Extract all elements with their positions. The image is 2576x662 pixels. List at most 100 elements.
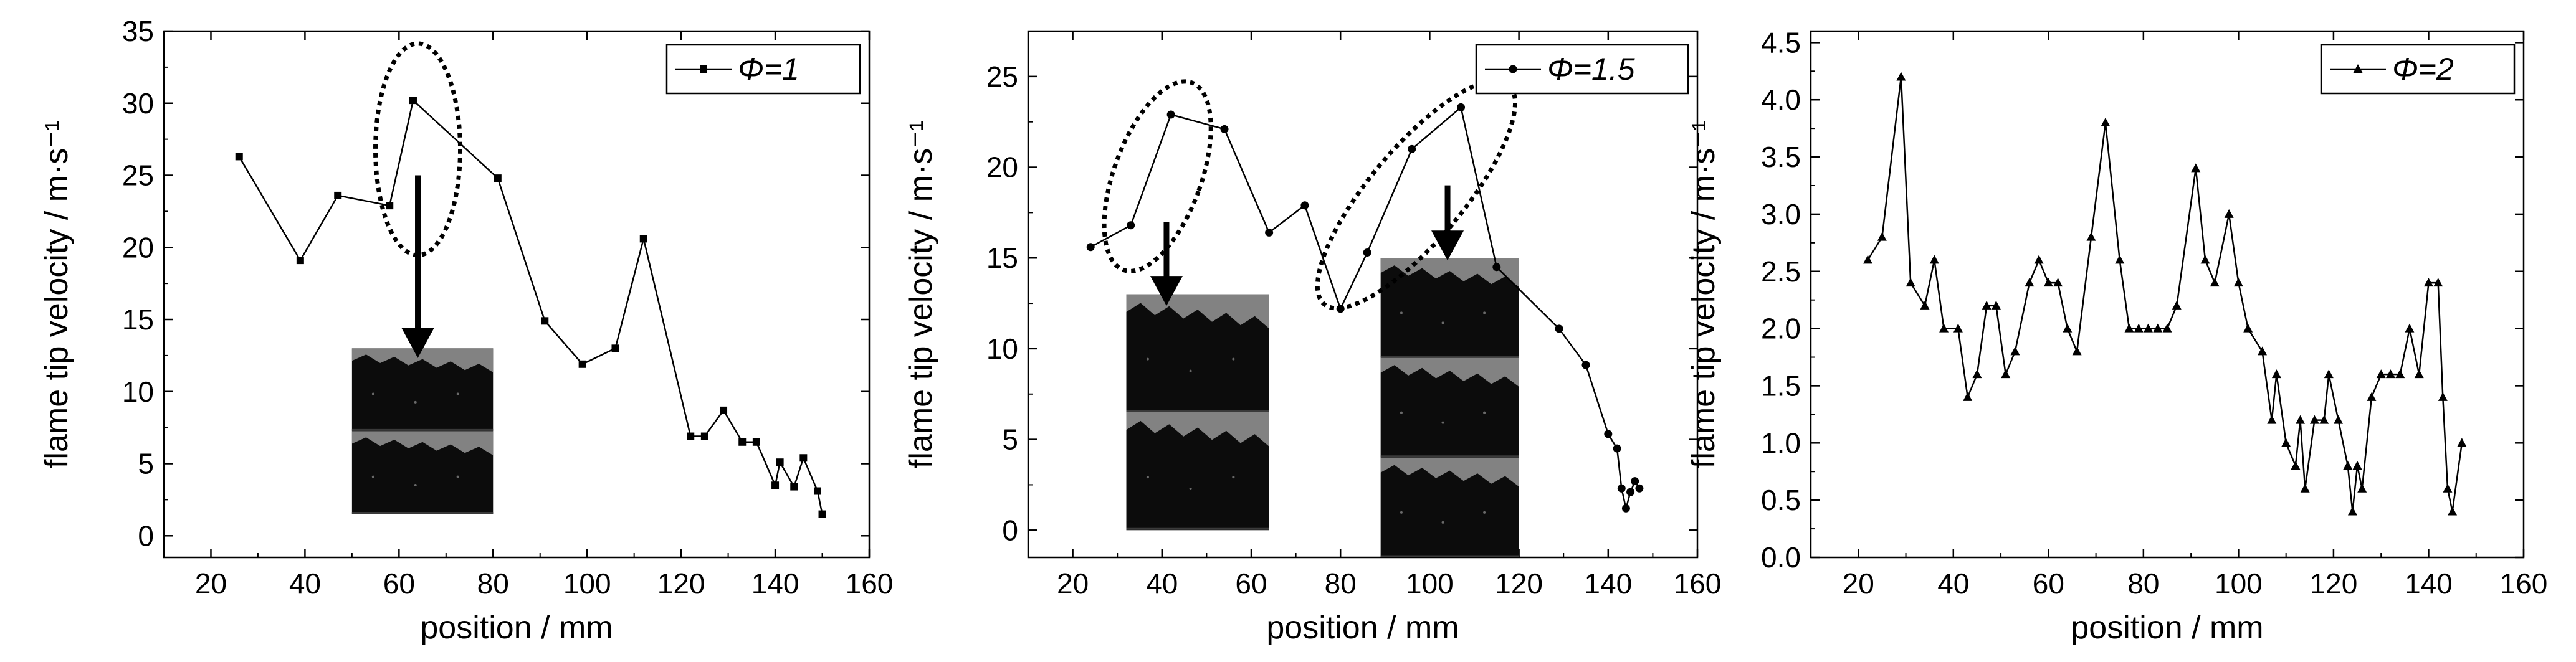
x-tick-label: 120 xyxy=(657,567,705,600)
data-point xyxy=(409,97,417,105)
data-point xyxy=(2243,323,2253,333)
x-tick-label: 120 xyxy=(2310,567,2358,600)
data-point xyxy=(611,344,619,352)
data-point xyxy=(2376,369,2386,379)
y-tick-label: 20 xyxy=(986,151,1018,184)
data-point xyxy=(2034,255,2044,264)
photo-speckle xyxy=(1189,488,1192,491)
arrow-head xyxy=(1431,230,1464,261)
y-tick-label: 5 xyxy=(1002,423,1018,456)
photo-speckle xyxy=(1441,521,1444,524)
data-point xyxy=(813,487,821,495)
data-point xyxy=(2115,255,2125,264)
flame-front-band xyxy=(1126,294,1269,329)
legend-label: Φ=2 xyxy=(2392,52,2454,87)
data-point xyxy=(2271,369,2281,379)
data-point xyxy=(1631,477,1639,486)
arrow-head xyxy=(401,328,434,358)
data-point xyxy=(639,235,647,243)
data-point xyxy=(2210,278,2220,287)
data-point xyxy=(2124,323,2134,333)
data-point xyxy=(2191,163,2201,173)
data-point xyxy=(1621,504,1630,513)
data-point xyxy=(1613,444,1621,453)
photo-speckle xyxy=(371,392,374,395)
photo-speckle xyxy=(1400,511,1403,514)
velocity-chart-phi-1: 20 40 60 80 100 120 140 160 0 5 10 15 20 25 30 35 positi… xyxy=(39,15,893,646)
y-tick-label: 0.0 xyxy=(1761,541,1801,574)
data-point xyxy=(1166,110,1175,119)
data-point xyxy=(2291,461,2301,470)
data-point xyxy=(799,454,808,462)
data-point xyxy=(1555,324,1563,333)
data-point xyxy=(1896,72,1906,81)
data-point xyxy=(2134,323,2144,333)
data-point xyxy=(2438,392,2448,401)
data-point xyxy=(2072,346,2082,356)
plot-frame xyxy=(1027,30,1699,559)
flame-photo-inset xyxy=(1380,258,1519,557)
data-point xyxy=(1939,323,1949,333)
x-tick-label: 60 xyxy=(383,567,415,600)
data-point xyxy=(1635,484,1644,493)
y-axis-label: flame tip velocity / m·s⁻¹ xyxy=(1686,120,1722,468)
y-tick-label: 4.5 xyxy=(1761,26,1801,59)
arrow-head xyxy=(1150,276,1183,306)
data-point xyxy=(2153,323,2163,333)
x-tick-label: 40 xyxy=(1146,567,1178,600)
data-point xyxy=(1906,278,1915,287)
data-point xyxy=(2200,255,2210,264)
data-point xyxy=(1877,232,1887,241)
y-tick-label: 4.0 xyxy=(1761,83,1801,116)
data-point xyxy=(2025,278,2035,287)
photo-speckle xyxy=(1483,511,1486,514)
photo-speckle xyxy=(1146,476,1149,479)
y-tick-label: 0 xyxy=(1002,514,1018,546)
data-point xyxy=(2267,415,2277,424)
x-tick-label: 140 xyxy=(1584,567,1632,600)
y-tick-label: 25 xyxy=(122,159,154,192)
data-point xyxy=(720,406,728,414)
data-point xyxy=(2172,300,2182,310)
x-tick-label: 160 xyxy=(1674,567,1722,600)
photo-speckle xyxy=(1189,369,1192,372)
data-point xyxy=(1626,488,1635,496)
data-point xyxy=(2343,461,2353,470)
data-point xyxy=(2347,506,2357,516)
data-point xyxy=(700,432,708,440)
data-point xyxy=(1929,255,1939,264)
data-point xyxy=(1920,300,1930,310)
x-tick-label: 140 xyxy=(2405,567,2453,600)
data-point xyxy=(2309,415,2319,424)
velocity-chart-phi-2: 20 40 60 80 100 120 140 160 0.0 0.5 1.0 1.5 2.0 2.5 3.… xyxy=(1686,26,2547,646)
data-point xyxy=(2395,369,2405,379)
data-point xyxy=(2162,323,2172,333)
data-point xyxy=(700,65,707,73)
x-tick-label: 80 xyxy=(1325,567,1357,600)
flame-front-band xyxy=(1380,357,1519,387)
photo-speckle xyxy=(1441,421,1444,424)
y-tick-label: 10 xyxy=(122,376,154,408)
data-point xyxy=(2443,483,2453,493)
data-point xyxy=(2296,415,2306,424)
series-line xyxy=(238,98,823,514)
data-point xyxy=(2353,64,2363,73)
photo-speckle xyxy=(1400,411,1403,414)
x-tick-label: 100 xyxy=(1406,567,1454,600)
data-point xyxy=(790,483,798,491)
data-point xyxy=(1604,430,1613,438)
photo-speckle xyxy=(1400,311,1403,314)
photo-speckle xyxy=(1232,357,1235,361)
data-point xyxy=(1509,65,1517,73)
data-point xyxy=(2086,232,2096,241)
data-point xyxy=(2334,415,2344,424)
y-tick-label: 10 xyxy=(986,333,1018,365)
flame-front-band xyxy=(1380,457,1519,487)
photo-speckle xyxy=(414,400,417,404)
x-tick-label: 140 xyxy=(751,567,799,600)
data-point xyxy=(2101,117,2111,126)
y-tick-label: 3.5 xyxy=(1761,141,1801,173)
y-tick-label: 3.0 xyxy=(1761,198,1801,230)
series-line xyxy=(1867,77,2463,512)
